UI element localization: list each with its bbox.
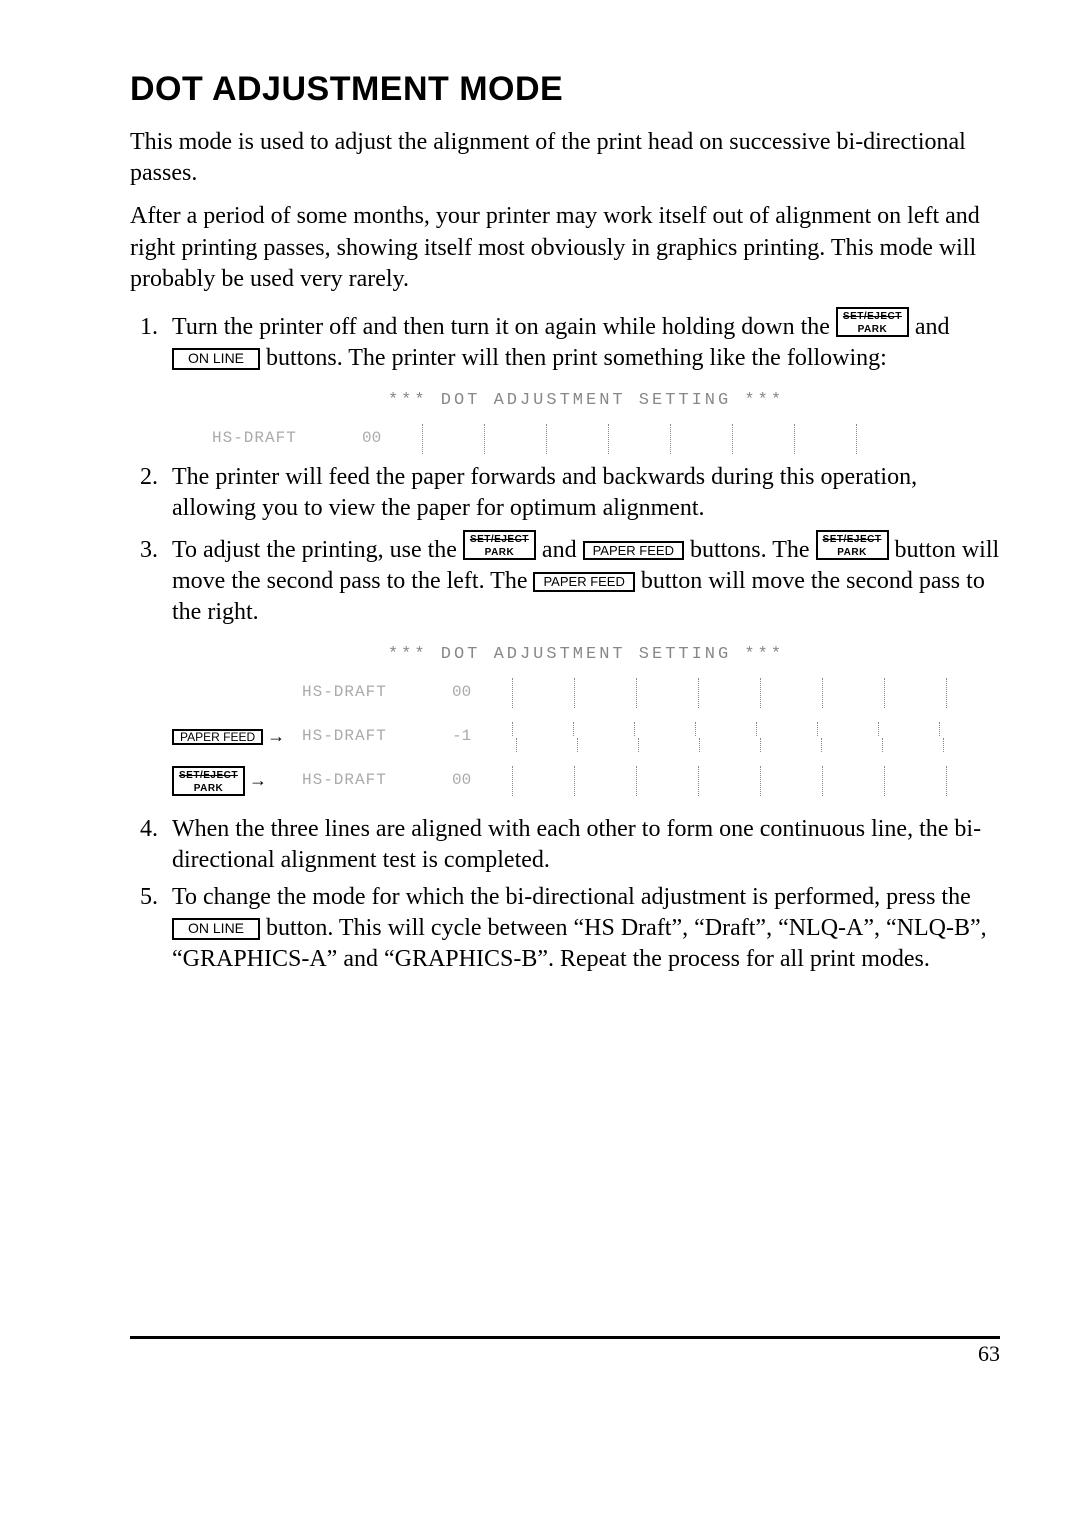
- printout-header-1: *** DOT ADJUSTMENT SETTING ***: [388, 391, 784, 410]
- intro-paragraph-1: This mode is used to adjust the alignmen…: [130, 127, 1000, 189]
- step-3: To adjust the printing, use the SET/EJEC…: [164, 530, 1000, 796]
- diagram-val-2: -1: [452, 726, 512, 747]
- step-3-text-c: buttons. The: [690, 537, 816, 563]
- paper-feed-button-diagram: PAPER FEED: [172, 729, 263, 745]
- step-5-text-a: To change the mode for which the bi-dire…: [172, 884, 971, 910]
- diagram-val-3: 00: [452, 770, 512, 791]
- step-1-text-a: Turn the printer off and then turn it on…: [172, 314, 836, 340]
- page-title: DOT ADJUSTMENT MODE: [130, 70, 1000, 109]
- paper-feed-button-2: PAPER FEED: [533, 572, 634, 592]
- step-3-text-b: and: [542, 537, 583, 563]
- step-1-text-c: buttons. The printer will then print som…: [266, 345, 887, 371]
- diagram-mode-2: HS-DRAFT: [302, 726, 452, 747]
- set-eject-park-button-diagram: SET/EJECT PARK: [172, 766, 245, 796]
- paper-feed-button: PAPER FEED: [583, 541, 684, 561]
- step-3-text-a: To adjust the printing, use the: [172, 537, 463, 563]
- step-1-text-b: and: [915, 314, 950, 340]
- diagram-mode-3: HS-DRAFT: [302, 770, 452, 791]
- alignment-ticks-1: [422, 424, 858, 454]
- printout-header-2: *** DOT ADJUSTMENT SETTING ***: [388, 645, 784, 664]
- step-5: To change the mode for which the bi-dire…: [164, 882, 1000, 976]
- adjustment-diagram: HS-DRAFT 00 PAPER FEED → HS-DRAFT -1: [172, 678, 1000, 796]
- online-button: ON LINE: [172, 348, 260, 370]
- printout-mode-1: HS-DRAFT: [212, 428, 362, 449]
- alignment-ticks-2: [512, 678, 948, 708]
- arrow-right-2: →: [249, 769, 267, 792]
- online-button-2: ON LINE: [172, 918, 260, 940]
- alignment-ticks-3: [512, 722, 940, 752]
- step-1: Turn the printer off and then turn it on…: [164, 307, 1000, 454]
- set-eject-park-button-3: SET/EJECT PARK: [816, 530, 889, 560]
- printout-val-1: 00: [362, 428, 422, 449]
- diagram-mode-1: HS-DRAFT: [302, 682, 452, 703]
- intro-paragraph-2: After a period of some months, your prin…: [130, 201, 1000, 295]
- alignment-ticks-4: [512, 766, 948, 796]
- arrow-right-1: →: [267, 725, 285, 748]
- page-number: 63: [978, 1341, 1000, 1366]
- diagram-val-1: 00: [452, 682, 512, 703]
- step-2: The printer will feed the paper forwards…: [164, 462, 1000, 524]
- step-5-text-b: button. This will cycle between “HS Draf…: [172, 915, 987, 972]
- set-eject-park-button-2: SET/EJECT PARK: [463, 530, 536, 560]
- set-eject-park-button: SET/EJECT PARK: [836, 307, 909, 337]
- step-4: When the three lines are aligned with ea…: [164, 814, 1000, 876]
